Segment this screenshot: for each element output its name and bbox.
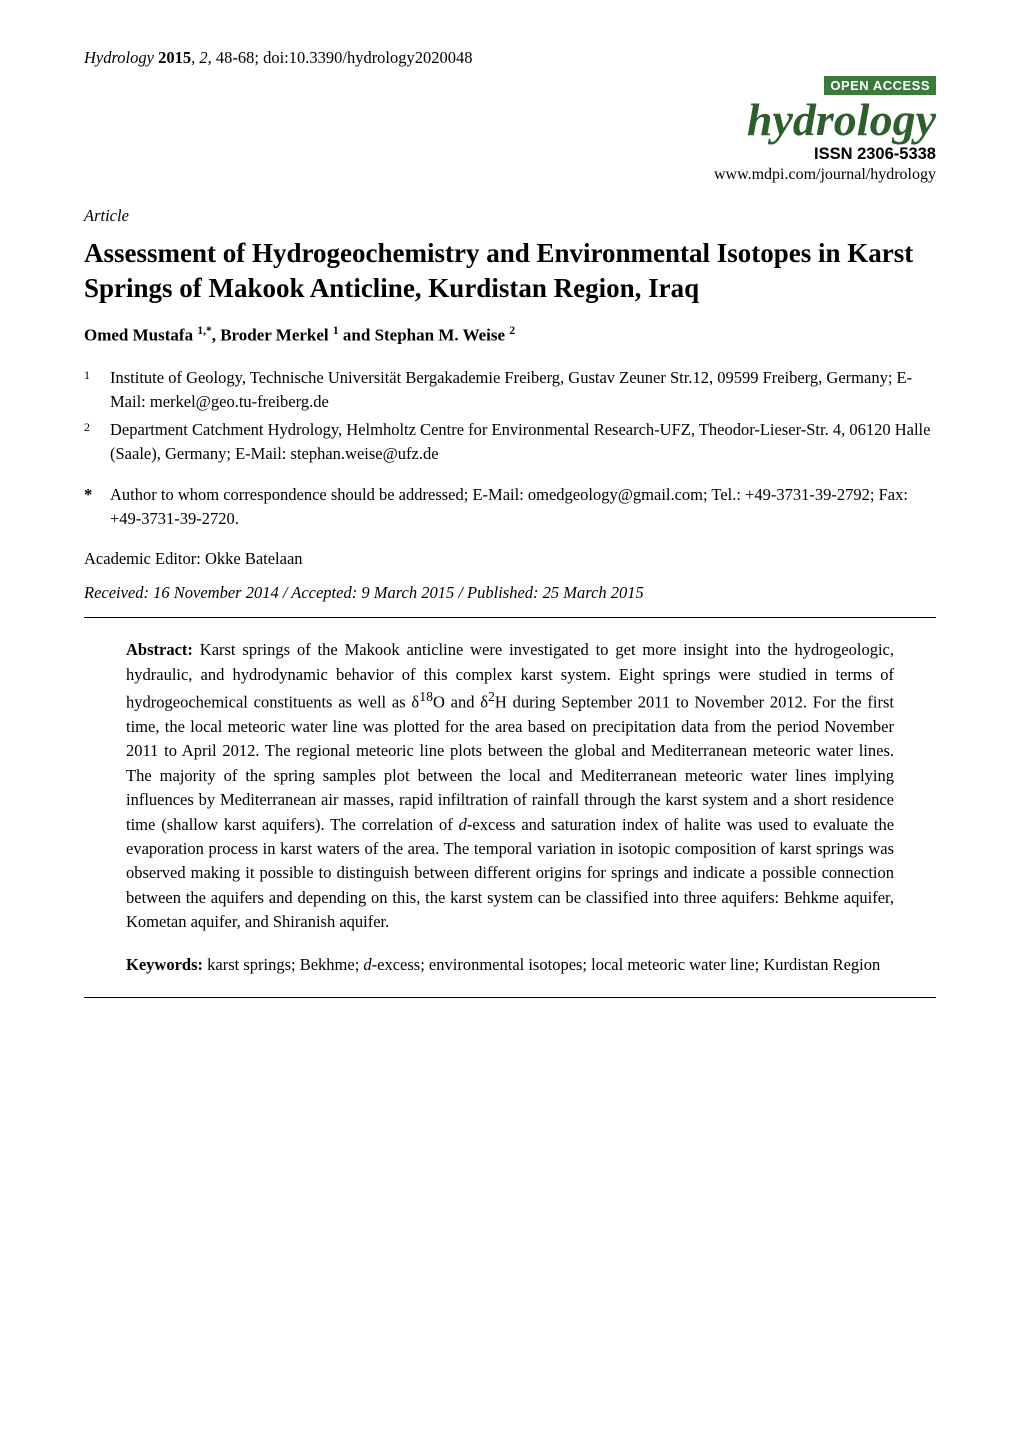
affiliation-2: 2 Department Catchment Hydrology, Helmho…	[84, 418, 936, 466]
article-type: Article	[84, 206, 129, 226]
running-head: Hydrology 2015, 2, 48-68; doi:10.3390/hy…	[84, 48, 936, 68]
correspondence-text: Author to whom correspondence should be …	[110, 483, 936, 531]
article-dates: Received: 16 November 2014 / Accepted: 9…	[84, 583, 936, 603]
journal-name: Hydrology	[84, 48, 154, 67]
divider-top	[84, 617, 936, 618]
journal-volume: 2	[199, 48, 207, 67]
author-list: Omed Mustafa 1,*, Broder Merkel 1 and St…	[84, 325, 936, 346]
correspondence-row: * Author to whom correspondence should b…	[84, 483, 936, 531]
affiliations: 1 Institute of Geology, Technische Unive…	[84, 366, 936, 466]
abstract-block: Abstract: Karst springs of the Makook an…	[84, 624, 936, 977]
journal-logo: hydrology	[714, 97, 936, 143]
affil-marker: 1	[84, 366, 110, 414]
keywords-text: Keywords: karst springs; Bekhme; d-exces…	[126, 953, 894, 977]
journal-year: 2015	[158, 48, 191, 67]
academic-editor: Academic Editor: Okke Batelaan	[84, 549, 936, 569]
affil-text: Institute of Geology, Technische Univers…	[110, 366, 936, 414]
author-3: Stephan M. Weise	[375, 326, 510, 345]
open-access-badge: OPEN ACCESS	[714, 76, 936, 95]
author-1: Omed Mustafa	[84, 326, 197, 345]
author-2: Broder Merkel	[220, 326, 333, 345]
header-area: OPEN ACCESS hydrology ISSN 2306-5338 www…	[84, 76, 936, 226]
affil-text: Department Catchment Hydrology, Helmholt…	[110, 418, 936, 466]
abstract-text: Abstract: Karst springs of the Makook an…	[126, 638, 894, 934]
paper-title: Assessment of Hydrogeochemistry and Envi…	[84, 236, 936, 305]
issn: ISSN 2306-5338	[714, 145, 936, 164]
divider-bottom	[84, 997, 936, 998]
correspondence: * Author to whom correspondence should b…	[84, 483, 936, 531]
keywords-label: Keywords:	[126, 955, 203, 974]
correspondence-marker: *	[84, 483, 110, 531]
abstract-label: Abstract:	[126, 640, 193, 659]
doi: doi:10.3390/hydrology2020048	[263, 48, 472, 67]
journal-branding: OPEN ACCESS hydrology ISSN 2306-5338 www…	[714, 76, 936, 184]
journal-url: www.mdpi.com/journal/hydrology	[714, 166, 936, 184]
pages: 48-68	[216, 48, 255, 67]
affiliation-1: 1 Institute of Geology, Technische Unive…	[84, 366, 936, 414]
affil-marker: 2	[84, 418, 110, 466]
